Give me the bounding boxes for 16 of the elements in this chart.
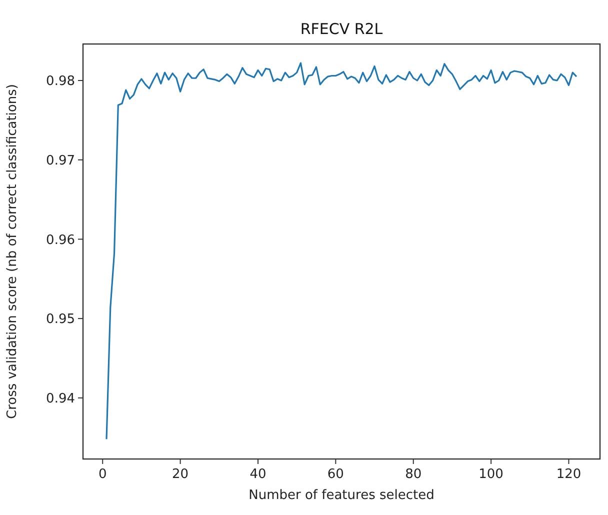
chart-title: RFECV R2L xyxy=(300,20,384,38)
x-tick-label: 80 xyxy=(405,467,422,482)
y-tick-label: 0.98 xyxy=(46,74,75,90)
x-tick-label: 0 xyxy=(98,467,107,482)
x-tick-label: 120 xyxy=(556,467,582,482)
y-tick-label: 0.94 xyxy=(46,391,75,406)
y-axis-title: Cross validation score (nb of correct classifications) xyxy=(5,84,20,419)
x-tick-label: 20 xyxy=(172,467,189,482)
x-tick-label: 40 xyxy=(250,467,266,482)
x-axis-title: Number of features selected xyxy=(248,488,434,503)
x-tick-label: 100 xyxy=(478,467,504,482)
y-tick-label: 0.96 xyxy=(46,232,75,248)
x-tick-label: 60 xyxy=(327,467,344,482)
y-tick-label: 0.95 xyxy=(46,312,75,328)
y-tick-label: 0.97 xyxy=(46,153,75,168)
line-series xyxy=(106,62,578,440)
